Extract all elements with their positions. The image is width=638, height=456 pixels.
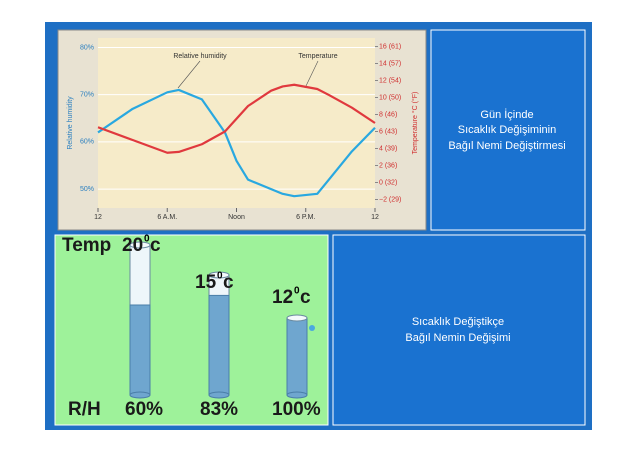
- x-tick-label: 12: [94, 214, 102, 221]
- y2-tick-label: 12 (54): [379, 77, 401, 84]
- line-series: [97, 83, 376, 154]
- leader-line: [304, 60, 319, 89]
- degree-mark: 0: [144, 234, 150, 245]
- y2-tick-label: 10 (50): [379, 94, 401, 101]
- x-tick-label: 12: [371, 214, 379, 221]
- degree-mark: 0: [217, 271, 223, 282]
- x-tick-label: 6 P.M.: [296, 214, 315, 221]
- cylinder-panel: [54, 234, 329, 426]
- unit: c: [223, 272, 234, 293]
- cylinder-fill: [129, 304, 151, 396]
- y2-tick-label: 6 (43): [379, 128, 397, 135]
- info-text: Bağıl Nemin Değişimi: [405, 332, 510, 344]
- cylinder-top: [208, 271, 230, 279]
- rh-value: 83%: [200, 399, 238, 420]
- series-annotation: Relative humidity: [173, 53, 227, 60]
- info-text: Sıcaklık Değişiminin: [458, 124, 556, 136]
- y2-tick-label: 4 (39): [379, 145, 397, 152]
- rh-label: R/H: [68, 399, 101, 420]
- temp-value: 20: [122, 235, 143, 256]
- temp-value: 15: [195, 272, 217, 293]
- y-tick-label: 60%: [80, 139, 94, 146]
- cylinder-top: [286, 314, 308, 322]
- info-panel: [430, 29, 586, 231]
- y2-tick-label: 0 (32): [379, 179, 397, 186]
- cylinder-fill: [286, 317, 308, 396]
- y2-tick-label: −2 (29): [379, 196, 401, 203]
- rh-value: 100%: [272, 399, 321, 420]
- y2-axis-title: Temperature °C (°F): [411, 92, 419, 155]
- y-tick-label: 50%: [80, 186, 94, 193]
- plot-area: [98, 38, 375, 208]
- cylinder-base: [129, 391, 151, 399]
- line-series: [97, 88, 376, 198]
- y2-tick-label: 8 (46): [379, 111, 397, 118]
- y2-tick-label: 2 (36): [379, 162, 397, 169]
- y2-tick-label: 14 (57): [379, 60, 401, 67]
- cylinder-top: [129, 241, 151, 249]
- temp-value: 12: [272, 287, 293, 308]
- info-panel: [332, 234, 586, 426]
- unit: c: [300, 287, 311, 308]
- leader-line: [177, 60, 201, 89]
- series-annotation: Temperature: [298, 53, 337, 60]
- unit: c: [150, 235, 161, 256]
- y2-tick-label: 16 (61): [379, 43, 401, 50]
- cylinder-base: [286, 391, 308, 399]
- temp-label: Temp: [62, 235, 111, 256]
- info-text: Sıcaklık Değiştikçe: [412, 316, 504, 328]
- rh-value: 60%: [125, 399, 163, 420]
- y-axis-title: Relative humidity: [67, 96, 74, 150]
- cylinder-fill: [208, 294, 230, 396]
- info-text: Bağıl Nemi Değiştirmesi: [448, 140, 565, 152]
- y-tick-label: 80%: [80, 44, 94, 51]
- droplet: [309, 325, 315, 331]
- x-tick-label: Noon: [228, 214, 245, 221]
- y-tick-label: 70%: [80, 92, 94, 99]
- degree-mark: 0: [294, 286, 300, 297]
- x-tick-label: 6 A.M.: [157, 214, 177, 221]
- info-text: Gün İçinde: [480, 108, 533, 121]
- cylinder-base: [208, 391, 230, 399]
